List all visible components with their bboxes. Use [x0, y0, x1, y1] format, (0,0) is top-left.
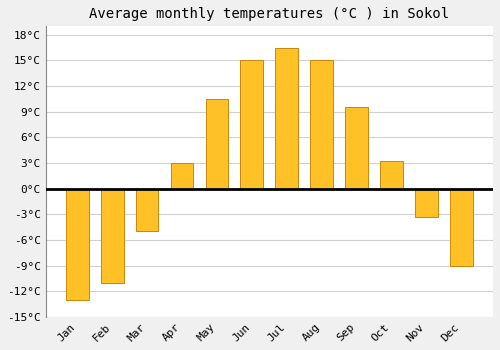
Bar [240, 61, 263, 189]
Bar [136, 189, 158, 231]
Bar [346, 107, 368, 189]
Bar [66, 189, 88, 300]
Bar [380, 161, 403, 189]
Bar [415, 189, 438, 217]
Title: Average monthly temperatures (°C ) in Sokol: Average monthly temperatures (°C ) in So… [89, 7, 450, 21]
Bar [276, 48, 298, 189]
Bar [310, 61, 333, 189]
Bar [206, 99, 229, 189]
Bar [170, 163, 194, 189]
Bar [101, 189, 124, 282]
Bar [450, 189, 472, 266]
